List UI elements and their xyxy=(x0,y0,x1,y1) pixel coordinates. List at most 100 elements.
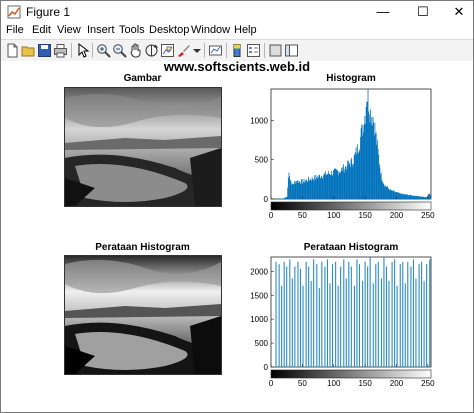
menu-edit[interactable]: Edit xyxy=(32,24,51,36)
insert-legend-icon[interactable] xyxy=(246,43,261,58)
histogram-bar xyxy=(321,178,323,199)
insert-colorbar-icon[interactable] xyxy=(230,43,245,58)
histogram-bar xyxy=(324,171,326,199)
histogram-bar xyxy=(328,173,330,199)
histogram-bar xyxy=(358,153,359,199)
print-icon[interactable] xyxy=(53,43,68,58)
brush-dropdown-icon[interactable] xyxy=(190,43,205,58)
histogram-bar xyxy=(317,176,319,199)
histogram-bar xyxy=(336,170,338,199)
menu-bar: File Edit View Insert Tools Desktop Wind… xyxy=(1,23,473,39)
histogram-bar xyxy=(284,198,285,199)
zoom-out-icon[interactable] xyxy=(112,43,127,58)
histogram-bar xyxy=(347,165,349,199)
pan-icon[interactable] xyxy=(128,43,143,58)
histogram-bar xyxy=(408,195,410,199)
menu-desktop[interactable]: Desktop xyxy=(149,24,190,36)
image-title-original: Gambar xyxy=(123,73,162,84)
histogram-ytick-label: 1000 xyxy=(250,116,268,125)
window-title: Figure 1 xyxy=(26,5,71,19)
hide-plot-tools-icon[interactable] xyxy=(268,43,283,58)
histogram-bar xyxy=(412,195,414,199)
histogram-bar xyxy=(326,174,327,199)
histogram-bar xyxy=(309,178,311,199)
equalized-histogram-xtick-label: 250 xyxy=(421,379,435,388)
histogram-bar xyxy=(377,148,379,199)
save-icon[interactable] xyxy=(37,43,52,58)
histogram-bar xyxy=(370,124,372,199)
data-cursor-icon[interactable] xyxy=(160,43,175,58)
histogram-bar xyxy=(410,195,412,199)
histogram-bar xyxy=(324,173,326,199)
histogram-bar xyxy=(363,124,365,199)
histogram-bar xyxy=(412,195,413,199)
histogram-bar xyxy=(429,193,430,199)
histogram-bar xyxy=(368,114,370,199)
histogram-bar xyxy=(383,186,385,199)
histogram-bar xyxy=(318,177,319,199)
pointer-icon[interactable] xyxy=(75,43,90,58)
histogram-bar xyxy=(405,194,407,199)
histogram-bar xyxy=(390,189,391,199)
rotate-3d-icon[interactable] xyxy=(144,43,159,58)
close-button[interactable]: ✕ xyxy=(453,4,465,19)
histogram-bar xyxy=(406,194,408,199)
histogram-bar xyxy=(355,152,356,199)
histogram-bar xyxy=(350,167,351,199)
minimize-button[interactable]: — xyxy=(376,4,390,19)
histogram-bar xyxy=(416,196,418,199)
histogram-xtick-label: 50 xyxy=(298,211,307,220)
histogram-bar xyxy=(388,188,390,199)
histogram-bar xyxy=(372,117,374,199)
histogram-bar xyxy=(369,122,371,199)
histogram-bar xyxy=(411,195,413,199)
histogram-bar xyxy=(304,181,306,199)
histogram-bar xyxy=(289,179,291,199)
histogram-bar xyxy=(343,172,345,199)
equalized-histogram-xtick-label: 0 xyxy=(269,379,274,388)
histogram-bar xyxy=(333,170,334,199)
histogram-bar xyxy=(303,178,305,199)
open-file-icon[interactable] xyxy=(21,43,36,58)
zoom-in-icon[interactable] xyxy=(96,43,111,58)
maximize-button[interactable]: ☐ xyxy=(417,4,429,19)
histogram-bar xyxy=(405,194,407,199)
histogram-bar xyxy=(305,180,307,199)
histogram-bar xyxy=(356,154,358,199)
histogram-bar xyxy=(394,192,396,199)
histogram-bar xyxy=(335,168,336,199)
histogram-bar xyxy=(417,196,419,199)
histogram-bar xyxy=(356,144,358,199)
histogram-bar xyxy=(319,175,321,199)
brush-icon[interactable] xyxy=(176,43,191,58)
menu-view[interactable]: View xyxy=(57,24,81,36)
menu-window[interactable]: Window xyxy=(191,24,231,36)
link-icon[interactable] xyxy=(208,43,223,58)
histogram-bar xyxy=(364,116,366,199)
menu-file[interactable]: File xyxy=(6,24,24,36)
histogram-bar xyxy=(283,198,285,199)
equalized-histogram-xtick-label: 200 xyxy=(390,379,404,388)
histogram-bar xyxy=(392,190,393,199)
histogram-bar xyxy=(409,194,411,199)
histogram-bar xyxy=(323,173,325,199)
histogram-bar xyxy=(419,196,421,199)
histogram-bar xyxy=(286,196,288,199)
histogram-bar xyxy=(378,163,380,199)
histogram-bar xyxy=(388,190,390,199)
histogram-bar xyxy=(400,193,402,199)
histogram-bar xyxy=(352,166,354,199)
histogram-bar xyxy=(374,122,376,199)
menu-tools[interactable]: Tools xyxy=(119,24,145,36)
histogram-bar xyxy=(360,137,361,199)
menu-insert[interactable]: Insert xyxy=(87,24,115,36)
menu-help[interactable]: Help xyxy=(234,24,257,36)
show-plot-tools-icon[interactable] xyxy=(284,43,299,58)
histogram-bar xyxy=(354,153,356,199)
histogram-bar xyxy=(385,186,386,199)
equalized-histogram-ytick-label: 500 xyxy=(255,339,269,348)
chart-title-histogram: Histogram xyxy=(326,73,376,84)
new-figure-icon[interactable] xyxy=(5,43,20,58)
histogram-bar xyxy=(350,159,352,199)
histogram-bar xyxy=(343,164,344,199)
